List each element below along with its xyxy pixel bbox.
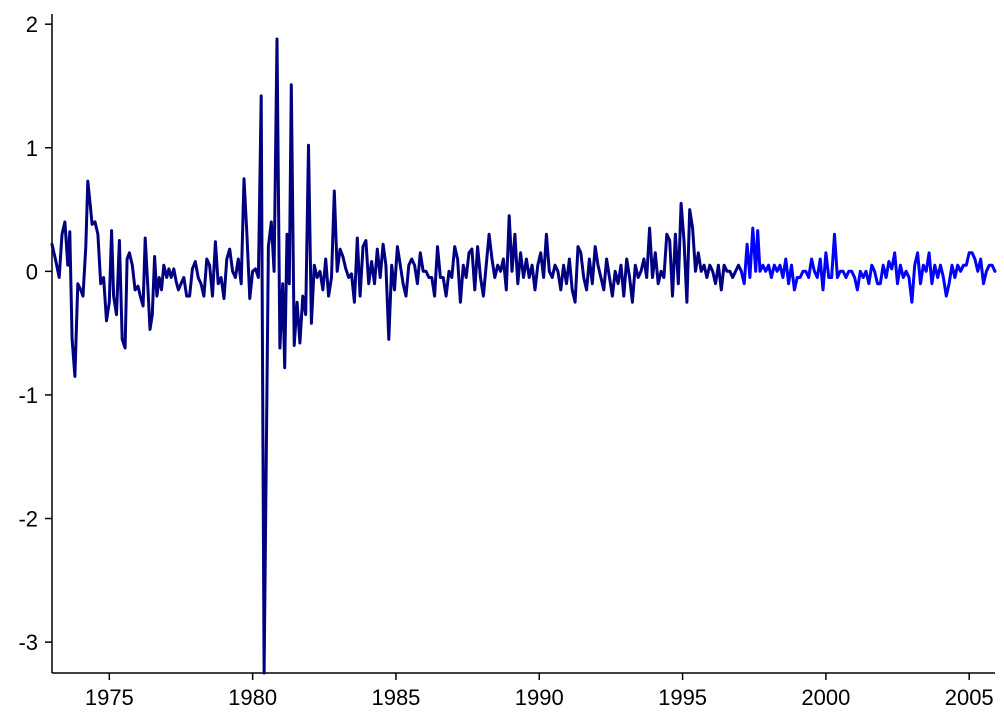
series-group: [50, 37, 997, 675]
y-tick-label: -2: [18, 507, 38, 532]
x-tick-label: 2005: [945, 685, 994, 710]
series-line-2: [739, 226, 997, 304]
y-ticks: 2 1 0 -1 -2 -3: [18, 12, 52, 655]
x-ticks: 1975 1980 1985 1990 1995 2000 2005: [85, 673, 994, 710]
y-tick-label: 1: [26, 136, 38, 161]
y-tick-label: -3: [18, 630, 38, 655]
x-tick-label: 1995: [658, 685, 707, 710]
x-tick-label: 1980: [228, 685, 277, 710]
y-tick-label: 2: [26, 12, 38, 37]
x-tick-label: 1990: [515, 685, 564, 710]
x-tick-label: 1985: [371, 685, 420, 710]
axes: [51, 14, 995, 674]
y-tick-label: 0: [26, 259, 38, 284]
series-line-1: [50, 37, 743, 675]
y-tick-label: -1: [18, 383, 38, 408]
x-tick-label: 1975: [85, 685, 134, 710]
x-tick-label: 2000: [801, 685, 850, 710]
